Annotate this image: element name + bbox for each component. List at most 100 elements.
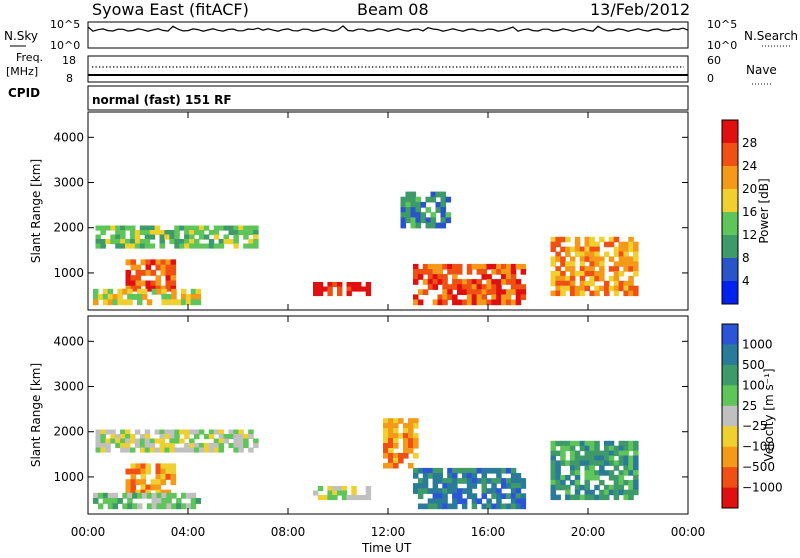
velocity-cell <box>408 423 414 429</box>
velocity-cell <box>481 483 487 489</box>
nsearch-tick-top: 10^5 <box>707 18 737 31</box>
power-cell <box>584 251 590 257</box>
velocity-cell <box>393 457 399 464</box>
velocity-cell <box>233 443 239 449</box>
power-cell <box>190 299 197 306</box>
velocity-cell <box>565 445 571 452</box>
power-cell <box>608 285 615 292</box>
power-cell <box>253 243 259 249</box>
power-cell <box>515 263 522 270</box>
nave-label: Nave <box>746 63 777 77</box>
power-colorbar-label: Power [dB] <box>757 178 771 243</box>
velocity-cell <box>169 438 175 444</box>
power-cell <box>628 241 634 248</box>
velocity-cell <box>569 460 576 466</box>
power-cell <box>613 236 620 243</box>
velocity-cell <box>383 443 389 449</box>
velocity-cell <box>155 484 162 491</box>
velocity-cell <box>194 429 200 435</box>
velocity-cell <box>413 433 419 439</box>
velocity-cell <box>195 498 202 504</box>
power-cell <box>457 289 463 295</box>
velocity-cell <box>139 438 146 444</box>
velocity-cell <box>452 493 458 499</box>
power-cell <box>594 246 600 253</box>
velocity-cell <box>154 447 161 453</box>
velocity-cell <box>398 418 404 424</box>
power-cell <box>140 259 147 266</box>
velocity-cell <box>417 493 424 499</box>
velocity-cell <box>613 479 620 486</box>
power-colorbar-tick: 24 <box>742 159 757 173</box>
power-cell <box>618 256 625 262</box>
power-cell <box>432 274 439 280</box>
velocity-cell <box>560 450 566 457</box>
power-cell <box>171 299 177 306</box>
velocity-cell <box>140 468 147 475</box>
power-cell <box>95 234 101 240</box>
power-cell <box>442 263 448 270</box>
power-cell <box>120 230 126 236</box>
power-cell <box>550 246 556 253</box>
power-cell <box>555 285 561 292</box>
velocity-cell <box>388 428 394 434</box>
power-cell <box>422 279 429 285</box>
power-cell <box>430 217 437 224</box>
power-cell <box>520 284 527 290</box>
velocity-cell <box>156 492 162 499</box>
power-cell <box>405 201 412 208</box>
velocity-cell <box>356 495 362 501</box>
power-cell <box>174 234 180 240</box>
power-cell <box>628 275 634 282</box>
velocity-cell <box>457 498 463 505</box>
power-cell <box>161 294 167 300</box>
power-cell <box>161 288 167 295</box>
power-cell <box>589 275 595 282</box>
velocity-cell <box>608 445 615 452</box>
velocity-cell <box>466 493 473 499</box>
power-cell <box>510 299 517 306</box>
velocity-cell <box>341 486 348 492</box>
power-cell <box>115 234 121 240</box>
velocity-cell <box>135 468 142 475</box>
power-cell <box>550 275 556 282</box>
velocity-cell <box>520 478 527 484</box>
xlabel: Time UT <box>361 541 412 554</box>
power-cell <box>481 263 487 270</box>
power-cell <box>628 280 634 287</box>
power-cell <box>461 289 468 295</box>
power-cell <box>440 196 447 203</box>
power-cell <box>430 212 437 218</box>
power-cell <box>594 251 600 257</box>
xtick-label: 00:00 <box>71 525 106 539</box>
power-cell <box>130 243 136 249</box>
power-cell <box>550 256 556 262</box>
velocity-cell <box>569 494 576 501</box>
velocity-cell <box>383 453 389 459</box>
power-cell <box>584 285 590 292</box>
velocity-cell <box>515 473 522 479</box>
power-cell <box>505 289 512 295</box>
power-cell <box>618 251 625 257</box>
power-cell <box>400 207 407 213</box>
power-cell <box>156 288 162 295</box>
power-cell <box>135 264 142 271</box>
velocity-cell <box>383 433 389 439</box>
velocity-cell <box>130 447 136 453</box>
xtick-label: 12:00 <box>371 525 406 539</box>
velocity-cell <box>403 423 409 429</box>
velocity-cell <box>589 465 595 471</box>
power-cell <box>574 236 581 243</box>
power-ytick-label: 1000 <box>53 266 84 280</box>
power-cell <box>440 191 447 198</box>
velocity-cell <box>253 443 259 449</box>
power-cell <box>356 286 362 292</box>
power-cell <box>560 271 566 277</box>
power-cell <box>628 290 634 297</box>
power-cell <box>476 284 483 290</box>
velocity-cell <box>437 503 443 510</box>
power-cell <box>117 294 123 300</box>
power-colorbar-tick: 8 <box>742 251 750 265</box>
power-cell <box>496 269 502 275</box>
velocity-cell <box>132 492 138 499</box>
